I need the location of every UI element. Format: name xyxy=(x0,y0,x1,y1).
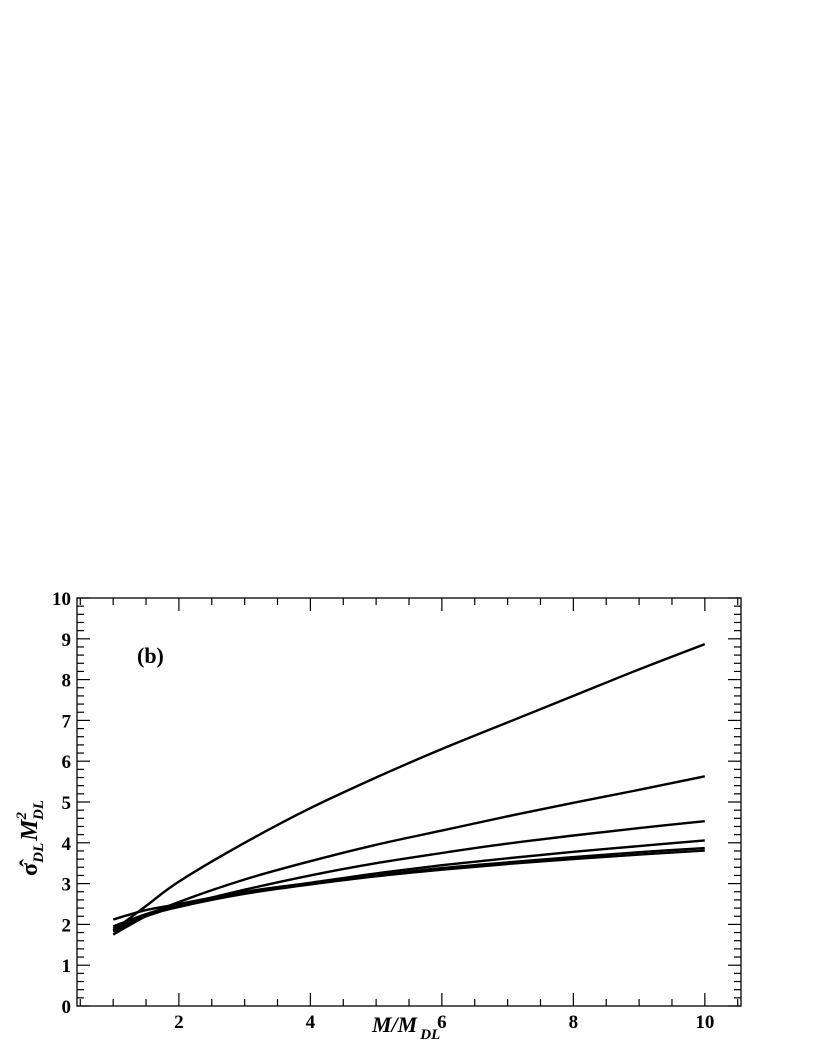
tick-labels: 2 4 6 8 10 0 1 2 3 4 5 6 7 8 9 10 xyxy=(52,589,714,1033)
plot-frame xyxy=(76,597,742,1007)
y-tick-label: 7 xyxy=(62,711,72,732)
y-tick-label: 3 xyxy=(62,875,72,896)
y-tick-label: 8 xyxy=(62,671,72,692)
y-tick-label: 1 xyxy=(62,956,72,977)
x-axis-label: M/M DL xyxy=(371,1012,440,1043)
series-line-4 xyxy=(112,839,705,921)
x-tick-label: 10 xyxy=(695,1012,714,1033)
y-axis-label-m: M xyxy=(17,818,43,842)
y-tick-label: 5 xyxy=(62,793,72,814)
series-line-5 xyxy=(112,846,705,928)
panel-label: (b) xyxy=(137,643,164,668)
series-line-6 xyxy=(112,849,705,933)
series-lines xyxy=(112,642,706,936)
y-axis-label-sigma: σ̂ xyxy=(17,859,43,876)
y-axis-label-sub2: DL xyxy=(31,800,47,821)
y-tick-label: 4 xyxy=(62,834,72,855)
y-tick-label: 6 xyxy=(62,752,72,773)
y-axis-label-sub1: DL xyxy=(31,843,47,864)
x-tick-label: 6 xyxy=(437,1012,447,1033)
x-axis-label-main: M/M xyxy=(371,1012,419,1037)
y-axis-label: σ̂DLM2DL xyxy=(14,800,47,876)
y-tick-label: 2 xyxy=(62,915,72,936)
y-axis-label-sup: 2 xyxy=(14,812,30,821)
x-tick-label: 8 xyxy=(569,1012,579,1033)
y-tick-label: 0 xyxy=(62,997,72,1018)
axis-ticks xyxy=(77,597,741,1007)
svg-text:σ̂DLM2DL: σ̂DLM2DL xyxy=(14,800,47,876)
x-tick-label: 4 xyxy=(306,1012,316,1033)
series-line-1 xyxy=(112,642,706,932)
y-tick-label: 9 xyxy=(62,630,72,651)
y-tick-label: 10 xyxy=(52,589,71,610)
x-tick-label: 2 xyxy=(174,1012,184,1033)
x-axis-label-sub: DL xyxy=(419,1027,440,1043)
